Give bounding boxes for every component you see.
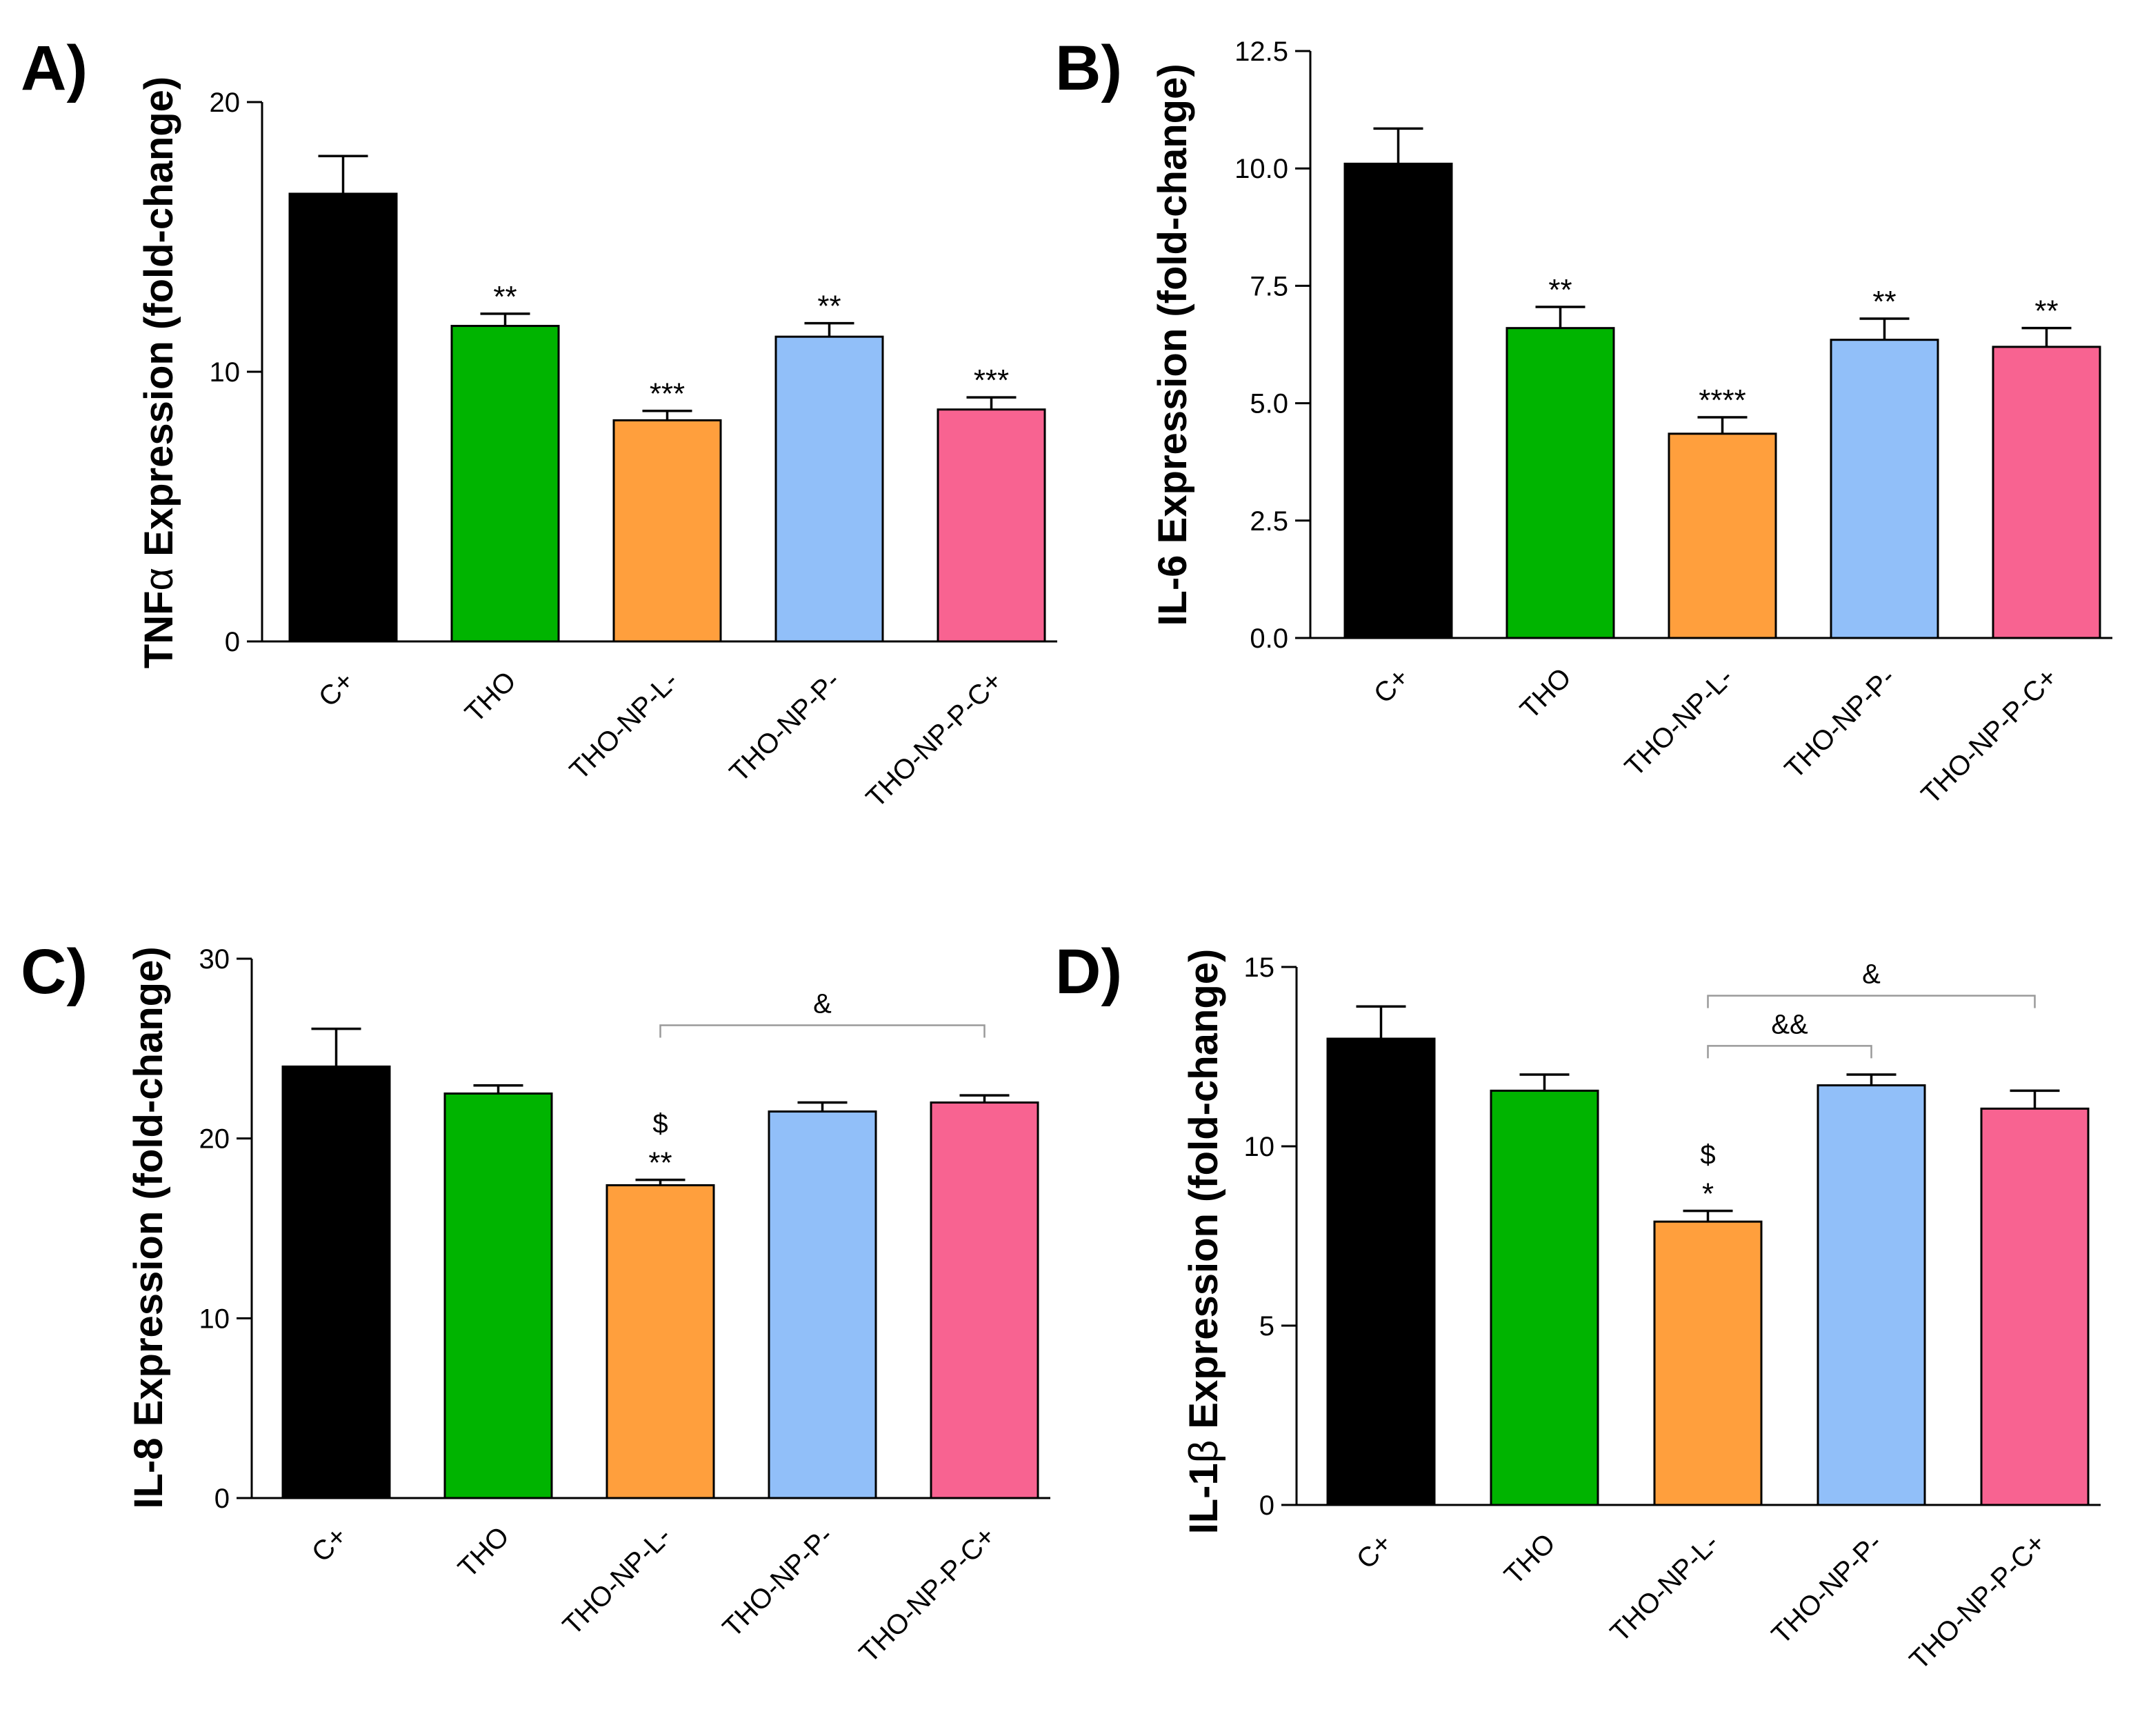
y-tick-label: 2.5: [1250, 506, 1288, 537]
bar-tho: [450, 325, 560, 643]
category-label: THO-NP-P-C+: [854, 1521, 1001, 1668]
bar-tho-np-pminus: [768, 1110, 877, 1499]
y-axis-label-suffix: Expression (fold-change): [1181, 949, 1226, 1440]
significance-marker: **: [817, 290, 841, 323]
bar-tho-np-lminus: [1653, 1220, 1763, 1506]
y-axis-label-prefix: TNF: [137, 590, 181, 668]
y-tick-label: 10: [1244, 1132, 1275, 1162]
bracket-label: &&: [1771, 1009, 1808, 1039]
comparison-bracket: [659, 1024, 986, 1038]
panel-letter: B): [1055, 33, 1122, 103]
y-tick-label: 15: [1244, 952, 1275, 983]
y-tick-label: 0: [1259, 1490, 1274, 1521]
comparison-symbol: $: [652, 1109, 668, 1139]
y-axis-label: IL-6 Expression (fold-change): [1150, 63, 1195, 626]
panel-d-il-1-beta: D) IL-1β Expression (fold-change) 0 5 10 15 C+…: [1055, 937, 2101, 1675]
bar-tho: [443, 1093, 553, 1499]
category-label: THO-NP-L-: [557, 1521, 677, 1641]
bar-cplus: [1326, 1037, 1436, 1506]
significance-marker: **: [1872, 285, 1896, 319]
y-axis-label-greek: α: [137, 568, 181, 591]
bar-tho: [1505, 327, 1615, 639]
significance-marker: **: [2034, 295, 2058, 328]
category-label: THO-NP-P-: [717, 1521, 839, 1643]
significance-marker: ***: [650, 377, 685, 411]
panel-letter: A): [21, 33, 88, 103]
significance-marker: ***: [974, 363, 1009, 397]
category-label: C+: [313, 666, 360, 712]
category-label: THO-NP-P-C+: [861, 666, 1008, 813]
panel-a-tnf-alpha: A) TNFα Expression (fold-change) 0 10 20 C+ TH…: [21, 33, 1057, 813]
category-label: THO-NP-P-C+: [1916, 662, 2063, 810]
category-label: C+: [1368, 662, 1415, 709]
y-axis-label-prefix: IL-1: [1181, 1463, 1226, 1534]
category-label: THO-NP-L-: [1605, 1528, 1725, 1648]
bar-tho-np-p-cplus: [1992, 346, 2101, 639]
comparison-bracket: [1707, 995, 2036, 1008]
bar-tho-np-lminus: [612, 419, 722, 643]
category-label: THO-NP-P-: [724, 666, 846, 788]
y-tick-label: 0: [225, 627, 240, 657]
category-label: THO: [459, 666, 522, 728]
y-tick-label: 30: [199, 944, 230, 975]
bar-tho-np-lminus: [606, 1184, 715, 1499]
category-label: THO: [1499, 1528, 1561, 1590]
panel-b-il-6: B) IL-6 Expression (fold-change) 0.0 2.5 5.0…: [1055, 33, 2112, 810]
bar-tho: [1490, 1089, 1599, 1506]
bar-tho-np-pminus: [774, 335, 884, 643]
bar-cplus: [288, 192, 398, 643]
y-tick-label: 5.0: [1250, 389, 1288, 419]
bar-tho-np-lminus: [1668, 432, 1777, 639]
significance-marker: *: [1702, 1177, 1714, 1211]
y-tick-label: 10: [199, 1304, 230, 1334]
bar-tho-np-p-cplus: [930, 1101, 1039, 1499]
significance-marker: **: [1548, 273, 1572, 307]
significance-marker: ****: [1699, 383, 1746, 417]
y-tick-label: 0: [214, 1484, 230, 1514]
bar-tho-np-p-cplus: [937, 408, 1046, 643]
category-label: C+: [306, 1521, 353, 1568]
category-label: THO: [452, 1521, 515, 1584]
category-label: THO-NP-P-: [1779, 662, 1901, 784]
bracket-label: &: [1862, 959, 1881, 990]
y-axis-label: IL-8 Expression (fold-change): [126, 946, 171, 1508]
y-tick-label: 20: [210, 88, 241, 118]
category-label: THO-NP-L-: [564, 666, 684, 786]
y-axis-label-suffix: Expression (fold-change): [1150, 63, 1195, 555]
y-axis-label: IL-1β Expression (fold-change): [1181, 949, 1226, 1535]
bracket-label: &: [813, 988, 832, 1019]
bar-cplus: [1343, 162, 1453, 639]
panel-c-il-8: C) IL-8 Expression (fold-change) 0 10 20 30 C+…: [21, 937, 1050, 1668]
y-axis-label: TNFα Expression (fold-change): [137, 77, 181, 668]
bar-tho-np-pminus: [1817, 1084, 1926, 1506]
bar-tho-np-pminus: [1830, 339, 1939, 639]
y-axis-label-suffix: Expression (fold-change): [137, 77, 181, 568]
category-label: THO-NP-P-: [1766, 1528, 1888, 1650]
y-tick-label: 20: [199, 1124, 230, 1155]
y-axis-label-prefix: IL-6: [1150, 555, 1195, 626]
y-tick-label: 0.0: [1250, 623, 1288, 654]
y-tick-label: 5: [1259, 1311, 1274, 1341]
category-label: THO-NP-P-C+: [1904, 1528, 2052, 1675]
panel-letter: C): [21, 937, 88, 1007]
category-label: THO: [1514, 662, 1577, 725]
y-axis-label-greek: β: [1181, 1440, 1226, 1463]
bar-tho-np-p-cplus: [1980, 1107, 2090, 1506]
category-label: THO-NP-L-: [1619, 662, 1739, 782]
y-tick-label: 10.0: [1234, 154, 1288, 184]
significance-marker: **: [493, 280, 517, 314]
panel-letter: D): [1055, 937, 1122, 1007]
category-label: C+: [1351, 1528, 1398, 1575]
comparison-bracket: [1707, 1045, 1872, 1059]
y-tick-label: 7.5: [1250, 271, 1288, 301]
y-tick-label: 12.5: [1234, 37, 1288, 67]
y-axis-label-prefix: IL-8: [126, 1438, 171, 1509]
bar-cplus: [281, 1065, 391, 1499]
y-tick-label: 10: [210, 357, 241, 388]
comparison-symbol: $: [1700, 1140, 1715, 1170]
y-axis-label-suffix: Expression (fold-change): [126, 946, 171, 1437]
significance-marker: **: [648, 1146, 672, 1180]
